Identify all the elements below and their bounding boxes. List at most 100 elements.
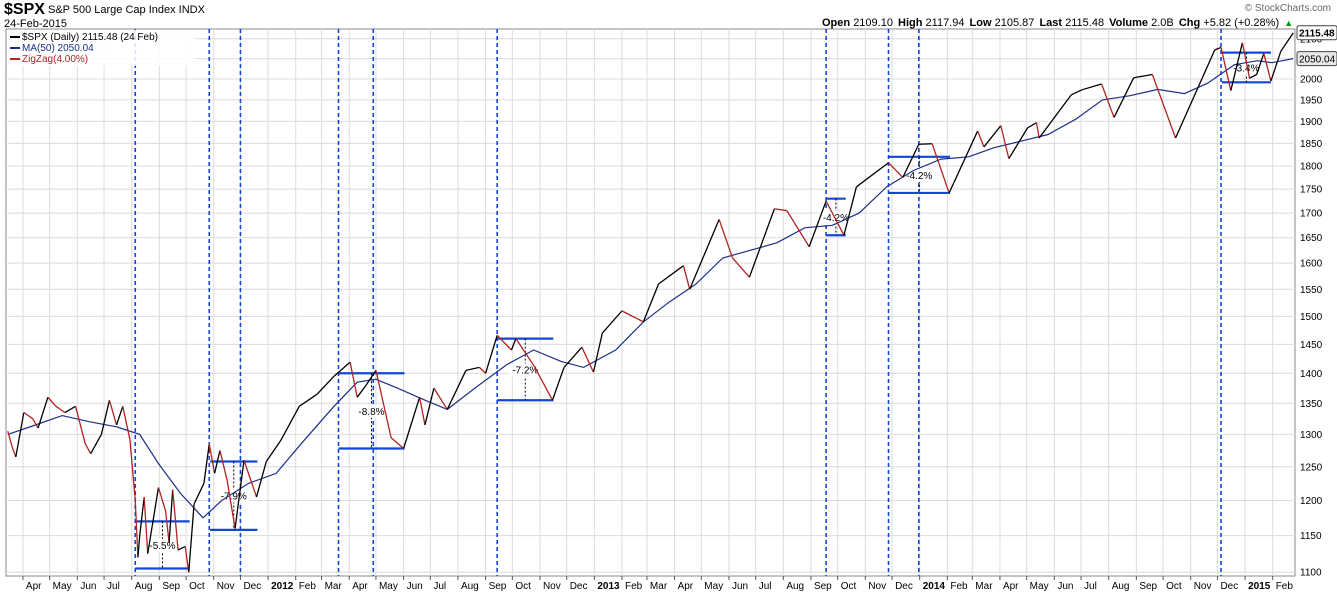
price-segment — [279, 406, 300, 442]
grid-lines — [6, 29, 1295, 576]
price-segment — [108, 400, 118, 426]
x-tick-label: Aug — [461, 581, 479, 592]
price-segment — [255, 461, 267, 498]
y-tick-label: 1250 — [1300, 462, 1323, 473]
price-segment — [84, 443, 92, 454]
price-segment — [219, 450, 228, 481]
x-tick-label: Mar — [325, 581, 343, 592]
price-segment — [316, 375, 335, 395]
price-segment — [100, 400, 111, 435]
y-tick-label: 1100 — [1300, 568, 1322, 579]
x-tick-label: Aug — [1112, 581, 1130, 592]
price-segment — [418, 397, 426, 426]
y-tick-label: 2000 — [1300, 75, 1323, 86]
price-segment — [208, 443, 216, 474]
price-tag-box — [1296, 51, 1337, 67]
x-tick-label: Jul — [107, 581, 120, 592]
price-segment — [774, 208, 787, 212]
price-segment — [137, 535, 141, 558]
y-tick-label: 1150 — [1300, 531, 1322, 542]
y-tick-label: 1600 — [1300, 259, 1323, 270]
x-tick-label: 2012 — [271, 581, 294, 592]
price-segment — [658, 265, 684, 285]
x-tick-label: 2015 — [1248, 581, 1271, 592]
y-tick-label: 1500 — [1300, 312, 1323, 323]
correction-label: -8.8% — [358, 407, 384, 418]
price-segment — [157, 487, 167, 512]
x-tick-label: Aug — [135, 581, 153, 592]
price-segment — [948, 130, 979, 194]
price-segment — [90, 434, 102, 454]
price-tag-box — [1296, 25, 1337, 41]
price-segment — [168, 489, 174, 543]
quote-bar: Open 2109.10 High 2117.94 Low 2105.87 La… — [822, 17, 1295, 29]
x-tick-label: Sep — [1139, 581, 1157, 592]
price-segment — [390, 437, 405, 449]
price-segment — [484, 335, 498, 374]
price-segment — [188, 503, 195, 573]
price-segment — [402, 396, 421, 449]
price-segment — [621, 310, 644, 323]
y-tick-label: 1400 — [1300, 369, 1323, 380]
legend-zigzag: ZigZag(4.00%) — [22, 54, 88, 65]
price-segment — [856, 162, 889, 188]
price-segment — [139, 496, 145, 536]
price-segment — [129, 439, 136, 501]
price-segment — [15, 412, 25, 458]
price-segment — [1241, 42, 1251, 79]
price-segment — [298, 393, 318, 407]
price-segment — [147, 487, 160, 554]
price-segment — [682, 265, 691, 290]
x-tick-label: 2013 — [597, 581, 620, 592]
x-tick-label: Nov — [868, 581, 886, 592]
low-label: Low — [969, 17, 992, 29]
x-tick-label: Feb — [625, 581, 643, 592]
x-tick-label: Mar — [975, 581, 993, 592]
price-segment — [732, 257, 750, 278]
open-value: 2109.10 — [853, 17, 893, 29]
price-segment — [115, 406, 124, 426]
price-segment — [203, 443, 210, 484]
price-segment — [193, 483, 205, 505]
price-segment — [1038, 94, 1072, 139]
x-tick-label: Dec — [243, 581, 261, 592]
price-segment — [23, 411, 34, 420]
x-tick-label: Oct — [515, 581, 531, 592]
volume-value: 2.0B — [1151, 17, 1174, 29]
x-tick-label: May — [1030, 581, 1049, 592]
price-segment — [478, 366, 487, 374]
volume-label: Volume — [1109, 17, 1149, 29]
high-value: 2117.94 — [925, 17, 965, 29]
price-segment — [1220, 47, 1232, 91]
price-segment — [689, 219, 720, 290]
correction-label: -4.2% — [823, 213, 849, 224]
price-segment — [1256, 53, 1265, 75]
price-segment — [1270, 51, 1282, 82]
x-tick-label: Nov — [543, 581, 561, 592]
price-segment — [356, 384, 367, 398]
price-segment — [74, 406, 86, 445]
up-arrow-icon: ▲ — [1284, 18, 1294, 28]
x-tick-label: Aug — [786, 581, 804, 592]
price-tag-label: 2050.04 — [1299, 55, 1336, 66]
x-tick-label: Nov — [1194, 581, 1212, 592]
price-segment — [601, 310, 623, 334]
low-value: 2105.87 — [994, 17, 1035, 29]
price-segment — [551, 367, 565, 401]
y-tick-label: 1650 — [1300, 233, 1323, 244]
price-segment — [902, 143, 920, 178]
price-segment — [349, 362, 358, 398]
x-tick-label: Jun — [80, 581, 96, 592]
price-segment — [11, 446, 17, 458]
x-tick-label: Jun — [732, 581, 748, 592]
x-tick-label: Apr — [678, 581, 694, 592]
price-segment — [32, 418, 39, 429]
correction-label: -3.4% — [1233, 63, 1259, 74]
y-tick-label: 1350 — [1300, 399, 1323, 410]
x-tick-label: Mar — [650, 581, 668, 592]
price-segment — [563, 346, 583, 368]
index-description: S&P 500 Large Cap Index INDX — [48, 4, 205, 16]
last-label: Last — [1039, 17, 1063, 29]
price-segment — [172, 489, 179, 551]
price-segment — [243, 459, 258, 498]
